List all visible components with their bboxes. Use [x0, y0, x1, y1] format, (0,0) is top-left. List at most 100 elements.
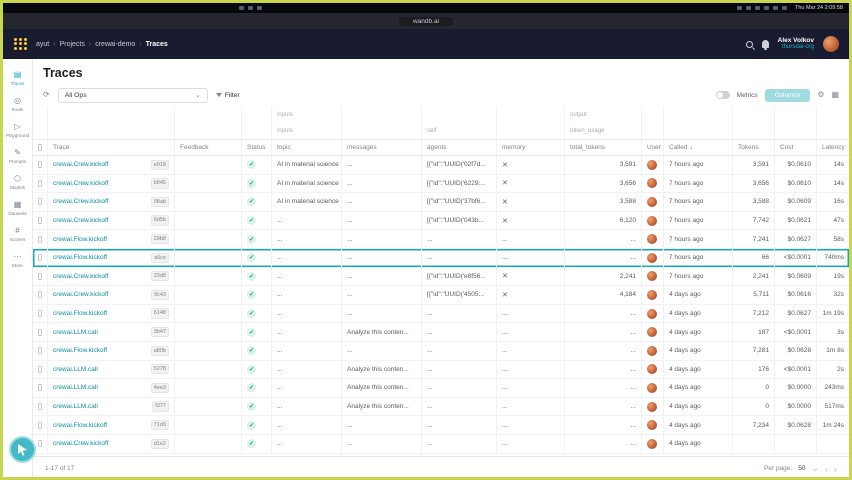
row-checkbox[interactable] — [38, 384, 42, 392]
row-checkbox[interactable] — [38, 254, 42, 262]
column-header-memory[interactable]: memory — [497, 140, 565, 155]
ops-filter-select[interactable]: All Ops ⌄ — [57, 87, 208, 103]
row-checkbox[interactable] — [38, 403, 42, 411]
settings-icon[interactable]: ⚙ — [817, 90, 825, 99]
row-checkbox[interactable] — [38, 235, 42, 243]
row-checkbox[interactable] — [38, 421, 42, 429]
search-icon[interactable] — [745, 40, 753, 48]
column-header-cost[interactable]: Cost — [775, 140, 817, 155]
wandb-logo-icon[interactable] — [13, 37, 28, 51]
cell-total-tokens: ... — [565, 416, 642, 434]
row-checkbox[interactable] — [38, 161, 42, 169]
refresh-icon[interactable]: ⟳ — [43, 90, 50, 99]
prev-page-icon[interactable]: ‹ — [825, 463, 828, 474]
sidebar-item-prompts[interactable]: ✎ Prompts — [4, 145, 32, 169]
trace-link[interactable]: crewai.LLM.call — [53, 384, 98, 392]
filter-button[interactable]: Filter — [215, 92, 240, 99]
column-header-status[interactable]: Status — [242, 140, 272, 155]
table-row[interactable]: crewai.Crew.kickoff 98ab ✓ AI in material s… — [33, 193, 849, 212]
row-checkbox[interactable] — [38, 179, 42, 187]
table-row[interactable]: crewai.Flow.kickoff 6148 ✓............... 4… — [33, 304, 849, 324]
column-header-total_tokens[interactable]: total_tokens — [565, 140, 642, 155]
trace-link[interactable]: crewai.LLM.call — [53, 365, 98, 373]
cell-latency: 14s — [833, 179, 844, 187]
trace-link[interactable]: crewai.Crew.kickoff — [53, 217, 109, 225]
table-row[interactable]: crewai.LLM.call 5278 ✓... Analyze this cont… — [33, 360, 849, 380]
notifications-icon[interactable] — [761, 40, 769, 50]
table-row[interactable]: crewai.Crew.kickoff 6d5b ✓...... [{"id":"UU… — [33, 211, 849, 231]
cell-feedback — [175, 341, 242, 360]
row-checkbox[interactable] — [38, 198, 42, 206]
row-checkbox[interactable] — [38, 440, 42, 448]
sidebar-item-more[interactable]: ⋯ More — [4, 249, 32, 273]
user-avatar[interactable] — [823, 36, 839, 52]
trace-link[interactable]: crewai.Crew.kickoff — [53, 291, 109, 299]
column-header-agents[interactable]: agents — [422, 140, 497, 155]
table-row[interactable]: crewai.Flow.kickoff a5ce ✓............... 7… — [33, 248, 849, 268]
trace-link[interactable]: crewai.Flow.kickoff — [53, 310, 108, 318]
sidebar-item-traces[interactable]: ▤ Traces — [4, 67, 32, 91]
column-header-topic[interactable]: topic — [272, 140, 342, 155]
trace-link[interactable]: crewai.Crew.kickoff — [53, 440, 109, 448]
status-success-icon: ✓ — [247, 160, 256, 170]
column-header-called[interactable]: Called ↓ — [664, 140, 733, 155]
column-header-trace[interactable]: Trace — [48, 140, 175, 155]
grid-view-icon[interactable]: ▦ — [831, 90, 839, 99]
table-row[interactable]: crewai.Crew.kickoff 9c43 ✓...... [{"id":"UU… — [33, 286, 849, 305]
sidebar-item-models[interactable]: ⬡ Models — [4, 171, 32, 195]
chevron-down-icon[interactable]: ⌄ — [811, 463, 819, 473]
table-row[interactable]: crewai.Crew.kickoff e918 ✓ AI in material s… — [33, 156, 849, 175]
trace-link[interactable]: crewai.Flow.kickoff — [53, 254, 108, 262]
row-checkbox[interactable] — [38, 365, 42, 373]
next-page-icon[interactable]: › — [834, 463, 837, 474]
sidebar-item-datasets[interactable]: ▦ Datasets — [4, 197, 32, 221]
column-header-tokens[interactable]: Tokens — [733, 140, 775, 155]
select-all-checkbox[interactable] — [38, 144, 42, 151]
browser-url[interactable]: wandb.ai — [398, 16, 454, 26]
columns-button[interactable]: Columns — [764, 88, 811, 102]
breadcrumb-item[interactable]: Projects — [59, 40, 85, 48]
table-row[interactable]: crewai.Crew.kickoff b845 ✓ AI in material s… — [33, 174, 849, 194]
cell-user — [642, 323, 664, 341]
row-checkbox[interactable] — [38, 272, 42, 280]
table-row[interactable]: crewai.LLM.call 3b47 ✓... Analyze this cont… — [33, 323, 849, 342]
column-header-latency[interactable]: Latency — [822, 144, 845, 151]
breadcrumb-item[interactable]: crewai-demo — [95, 40, 136, 48]
trace-link[interactable]: crewai.Crew.kickoff — [53, 198, 109, 206]
row-checkbox[interactable] — [38, 217, 42, 225]
row-checkbox[interactable] — [38, 347, 42, 355]
cell-latency: 243ms — [824, 384, 844, 392]
column-header-messages[interactable]: messages — [342, 140, 422, 155]
trace-link[interactable]: crewai.Crew.kickoff — [53, 161, 109, 169]
trace-link[interactable]: crewai.LLM.call — [53, 403, 98, 411]
table-row[interactable]: crewai.Crew.kickoff 23d8 ✓...... [{"id":"UU… — [33, 267, 849, 287]
trace-link[interactable]: crewai.Crew.kickoff — [53, 179, 109, 187]
cell-latency: 1m 19s — [822, 310, 844, 318]
table-row[interactable]: crewai.Crew.kickoff d1e2 ✓............... 4… — [33, 434, 849, 454]
metrics-toggle[interactable] — [715, 91, 730, 99]
table-row[interactable]: crewai.Flow.kickoff 29b8 ✓............... 7… — [33, 230, 849, 249]
trace-link[interactable]: crewai.Crew.kickoff — [53, 272, 109, 280]
table-row[interactable]: crewai.Flow.kickoff 71d3 ✓............... 4… — [33, 416, 849, 435]
row-checkbox[interactable] — [38, 310, 42, 318]
table-row[interactable]: crewai.LLM.call f377 ✓... Analyze this cont… — [33, 397, 849, 417]
table-row[interactable]: crewai.LLM.call 4ee3 ✓... Analyze this cont… — [33, 379, 849, 398]
trace-link[interactable]: crewai.Flow.kickoff — [53, 421, 108, 429]
per-page-value[interactable]: 50 — [798, 465, 806, 472]
group-header-cell — [775, 107, 817, 123]
sidebar-item-playground[interactable]: ▷ Playground — [4, 119, 32, 143]
trace-link[interactable]: crewai.Flow.kickoff — [53, 235, 108, 243]
sidebar-item-scorers[interactable]: # Scorers — [4, 223, 32, 247]
trace-link[interactable]: crewai.LLM.call — [53, 328, 98, 336]
cell-total-tokens: ... — [565, 341, 642, 360]
row-checkbox[interactable] — [38, 291, 42, 299]
column-header-user[interactable]: User — [642, 140, 664, 155]
breadcrumb-item[interactable]: ayut — [36, 40, 50, 48]
breadcrumb-item[interactable]: Traces — [145, 40, 168, 48]
cell-cost: <$0.0001 — [775, 323, 817, 341]
table-row[interactable]: crewai.Flow.kickoff a80b ✓............... 4… — [33, 341, 849, 361]
trace-link[interactable]: crewai.Flow.kickoff — [53, 347, 108, 355]
row-checkbox[interactable] — [38, 328, 42, 336]
sidebar-item-evals[interactable]: ◎ Evals — [4, 93, 32, 117]
column-header-feedback[interactable]: Feedback — [175, 140, 242, 155]
